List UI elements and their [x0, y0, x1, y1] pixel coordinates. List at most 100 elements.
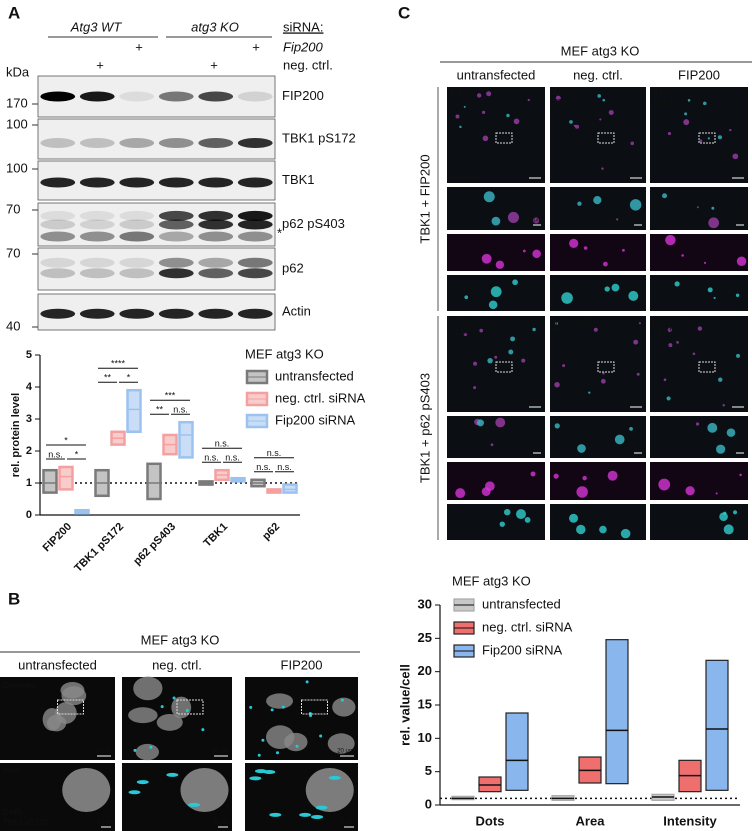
- speckle: [305, 680, 309, 684]
- blot-band: [158, 257, 194, 268]
- speckle: [603, 261, 608, 267]
- speckle: [604, 286, 610, 292]
- speckle: [507, 211, 520, 223]
- blot-label: p62 pS403: [282, 216, 345, 231]
- speckle: [611, 283, 620, 292]
- blot-band: [79, 219, 115, 230]
- kda-value: 70: [6, 245, 20, 260]
- speckle: [719, 512, 728, 522]
- speckle: [685, 486, 695, 496]
- range-box: [605, 639, 629, 785]
- speckle: [630, 141, 635, 146]
- inset-box: [495, 132, 513, 144]
- sig-label: *: [127, 373, 131, 383]
- blot-band: [237, 231, 273, 242]
- speckle: [735, 293, 740, 298]
- speckle: [569, 120, 573, 124]
- speckle: [692, 352, 696, 356]
- speckle: [516, 509, 526, 520]
- image-label: Inset: [450, 192, 465, 199]
- sig-label: n.s.: [204, 453, 219, 463]
- speckle: [684, 112, 688, 116]
- blot-band: [198, 219, 234, 230]
- blot-band: [119, 308, 155, 319]
- inset-box: [597, 361, 615, 373]
- nucleus: [180, 768, 229, 812]
- speckle: [479, 328, 484, 333]
- speckle: [599, 118, 602, 121]
- y-tick-label: 0: [425, 796, 432, 811]
- panel-title: MEF atg3 KO: [141, 632, 220, 647]
- blot-label: TBK1 pS172: [282, 130, 356, 145]
- speckle: [275, 751, 279, 755]
- speckle: [490, 286, 502, 298]
- speckle: [602, 98, 606, 102]
- condition-label: neg. ctrl.: [283, 57, 333, 72]
- band-asterisk: *: [277, 225, 282, 240]
- scale-label: 2 µm: [631, 217, 642, 223]
- kda-value: 100: [6, 160, 28, 175]
- speckle: [716, 444, 726, 454]
- speckle: [636, 372, 640, 376]
- speckle: [665, 234, 676, 246]
- speckle: [561, 292, 573, 304]
- speckle: [597, 94, 601, 98]
- range-box: [282, 483, 298, 494]
- speckle: [582, 475, 587, 481]
- range-box: [146, 462, 162, 501]
- speckle: [554, 423, 560, 429]
- speckle: [490, 443, 494, 447]
- speckle: [593, 327, 598, 332]
- speckle: [261, 738, 265, 742]
- speckle: [676, 341, 679, 344]
- speckle: [488, 300, 498, 310]
- speckle: [713, 296, 716, 300]
- kda-value: 40: [6, 318, 20, 333]
- speckle: [160, 705, 164, 709]
- blot-band: [40, 268, 76, 279]
- range-box: [505, 712, 529, 791]
- nucleus: [305, 768, 354, 812]
- speckle: [533, 217, 540, 224]
- blot-band: [198, 308, 234, 319]
- blot-band: [79, 138, 115, 148]
- speckle: [711, 206, 715, 210]
- y-tick-label: 3: [26, 413, 32, 425]
- speckle: [726, 428, 736, 437]
- plus-sign: +: [210, 57, 218, 72]
- blot-band: [119, 138, 155, 148]
- panel-label: B: [8, 589, 20, 608]
- speckle: [638, 322, 641, 325]
- legend-label: neg. ctrl. siRNA: [275, 390, 366, 405]
- blot-band: [198, 177, 234, 188]
- panel-label: A: [8, 3, 20, 22]
- speckle: [455, 488, 466, 499]
- speckle: [495, 417, 506, 428]
- blot-band: [40, 177, 76, 188]
- blot-strip: [37, 293, 276, 331]
- legend-title: MEF atg3 KO: [245, 346, 324, 361]
- row-label: TBK1 + p62 pS403: [417, 373, 432, 483]
- x-tick-label: TBK1: [201, 521, 230, 550]
- y-tick-label: 15: [418, 696, 432, 711]
- speckle: [608, 110, 614, 116]
- blot-band: [119, 210, 155, 221]
- speckle: [257, 753, 261, 757]
- blot-band: [119, 219, 155, 230]
- speckle: [601, 167, 604, 170]
- nucleus: [55, 702, 77, 724]
- speckle: [687, 99, 691, 102]
- blot-band: [119, 231, 155, 242]
- speckle: [524, 517, 531, 523]
- sig-label: n.s.: [215, 439, 230, 449]
- inset-box: [495, 361, 513, 373]
- speckle: [621, 248, 625, 252]
- sig-label: *: [75, 449, 79, 459]
- stain-label: FIP200: [653, 89, 679, 98]
- stain-label: p62 pS403: [653, 318, 692, 327]
- speckle: [562, 364, 566, 368]
- speckle: [629, 426, 633, 431]
- speckle: [588, 391, 591, 394]
- speckle: [481, 253, 492, 264]
